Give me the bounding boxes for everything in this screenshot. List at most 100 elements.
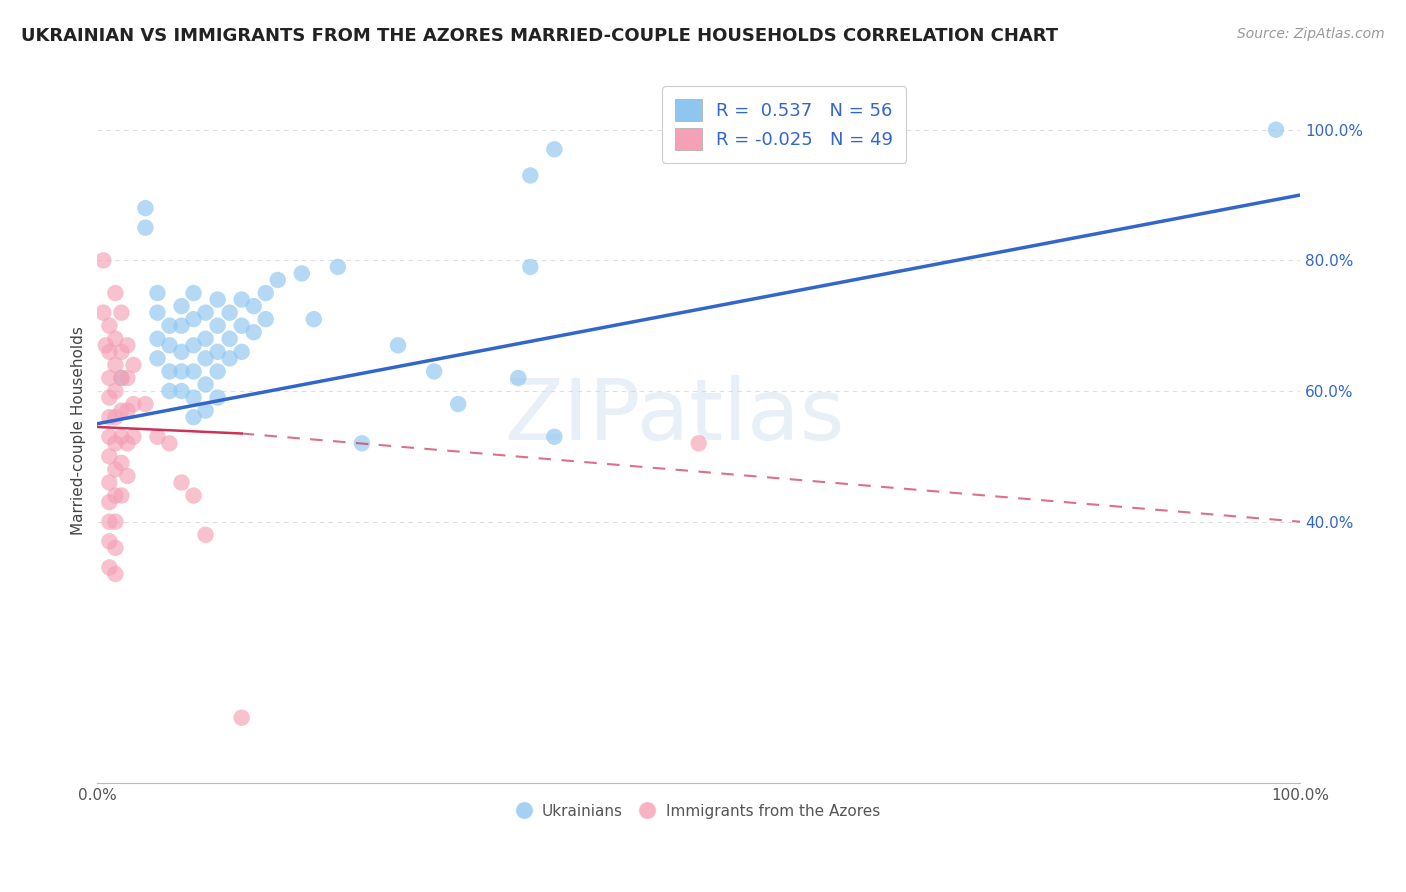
Point <box>117 338 139 352</box>
Point <box>110 344 132 359</box>
Point <box>688 436 710 450</box>
Point <box>519 169 541 183</box>
Point <box>98 560 121 574</box>
Point <box>98 344 121 359</box>
Point <box>93 253 115 268</box>
Point <box>104 332 127 346</box>
Text: ZIPatlas: ZIPatlas <box>505 375 845 458</box>
Point <box>170 299 193 313</box>
Point <box>183 410 205 425</box>
Point <box>134 220 156 235</box>
Point <box>110 305 132 319</box>
Point <box>231 711 253 725</box>
Point <box>508 371 530 385</box>
Point <box>98 318 121 333</box>
Point <box>194 305 217 319</box>
Point <box>242 325 264 339</box>
Point <box>350 436 373 450</box>
Point <box>110 456 132 470</box>
Point <box>183 489 205 503</box>
Point <box>134 397 156 411</box>
Point <box>254 286 277 301</box>
Point <box>104 541 127 555</box>
Point <box>122 358 145 372</box>
Point <box>183 338 205 352</box>
Point <box>146 332 169 346</box>
Point <box>98 534 121 549</box>
Point <box>218 332 240 346</box>
Point <box>519 260 541 274</box>
Point <box>183 312 205 326</box>
Point <box>104 489 127 503</box>
Legend: Ukrainians, Immigrants from the Azores: Ukrainians, Immigrants from the Azores <box>512 797 886 825</box>
Point <box>159 364 181 378</box>
Point <box>117 436 139 450</box>
Point <box>146 351 169 366</box>
Point <box>170 344 193 359</box>
Point <box>218 305 240 319</box>
Point <box>98 450 121 464</box>
Point <box>98 475 121 490</box>
Point <box>117 403 139 417</box>
Point <box>194 403 217 417</box>
Point <box>110 403 132 417</box>
Point <box>98 410 121 425</box>
Point <box>110 371 132 385</box>
Point <box>194 351 217 366</box>
Point <box>267 273 290 287</box>
Point <box>122 430 145 444</box>
Point <box>218 351 240 366</box>
Y-axis label: Married-couple Households: Married-couple Households <box>72 326 86 534</box>
Point <box>98 495 121 509</box>
Point <box>183 364 205 378</box>
Point <box>104 410 127 425</box>
Point <box>134 201 156 215</box>
Point <box>159 436 181 450</box>
Point <box>194 528 217 542</box>
Point <box>242 299 264 313</box>
Point <box>231 344 253 359</box>
Point <box>543 142 565 156</box>
Point <box>291 267 314 281</box>
Point <box>98 430 121 444</box>
Point <box>387 338 409 352</box>
Point <box>170 318 193 333</box>
Point <box>302 312 325 326</box>
Point <box>231 318 253 333</box>
Point <box>423 364 446 378</box>
Point <box>104 436 127 450</box>
Point <box>122 397 145 411</box>
Point <box>146 305 169 319</box>
Point <box>326 260 349 274</box>
Point <box>207 364 229 378</box>
Point <box>231 293 253 307</box>
Point <box>207 391 229 405</box>
Point <box>117 469 139 483</box>
Point <box>104 515 127 529</box>
Text: UKRAINIAN VS IMMIGRANTS FROM THE AZORES MARRIED-COUPLE HOUSEHOLDS CORRELATION CH: UKRAINIAN VS IMMIGRANTS FROM THE AZORES … <box>21 27 1059 45</box>
Point <box>117 371 139 385</box>
Point <box>194 332 217 346</box>
Point <box>104 286 127 301</box>
Point <box>146 430 169 444</box>
Point <box>98 371 121 385</box>
Point <box>207 344 229 359</box>
Point <box>104 384 127 398</box>
Point <box>110 489 132 503</box>
Point <box>170 364 193 378</box>
Text: Source: ZipAtlas.com: Source: ZipAtlas.com <box>1237 27 1385 41</box>
Point <box>110 430 132 444</box>
Point <box>194 377 217 392</box>
Point <box>98 391 121 405</box>
Point <box>543 430 565 444</box>
Point <box>447 397 470 411</box>
Point <box>159 384 181 398</box>
Point <box>1265 122 1288 136</box>
Point <box>98 515 121 529</box>
Point <box>104 566 127 581</box>
Point <box>170 384 193 398</box>
Point <box>170 475 193 490</box>
Point <box>94 338 117 352</box>
Point <box>104 358 127 372</box>
Point <box>183 286 205 301</box>
